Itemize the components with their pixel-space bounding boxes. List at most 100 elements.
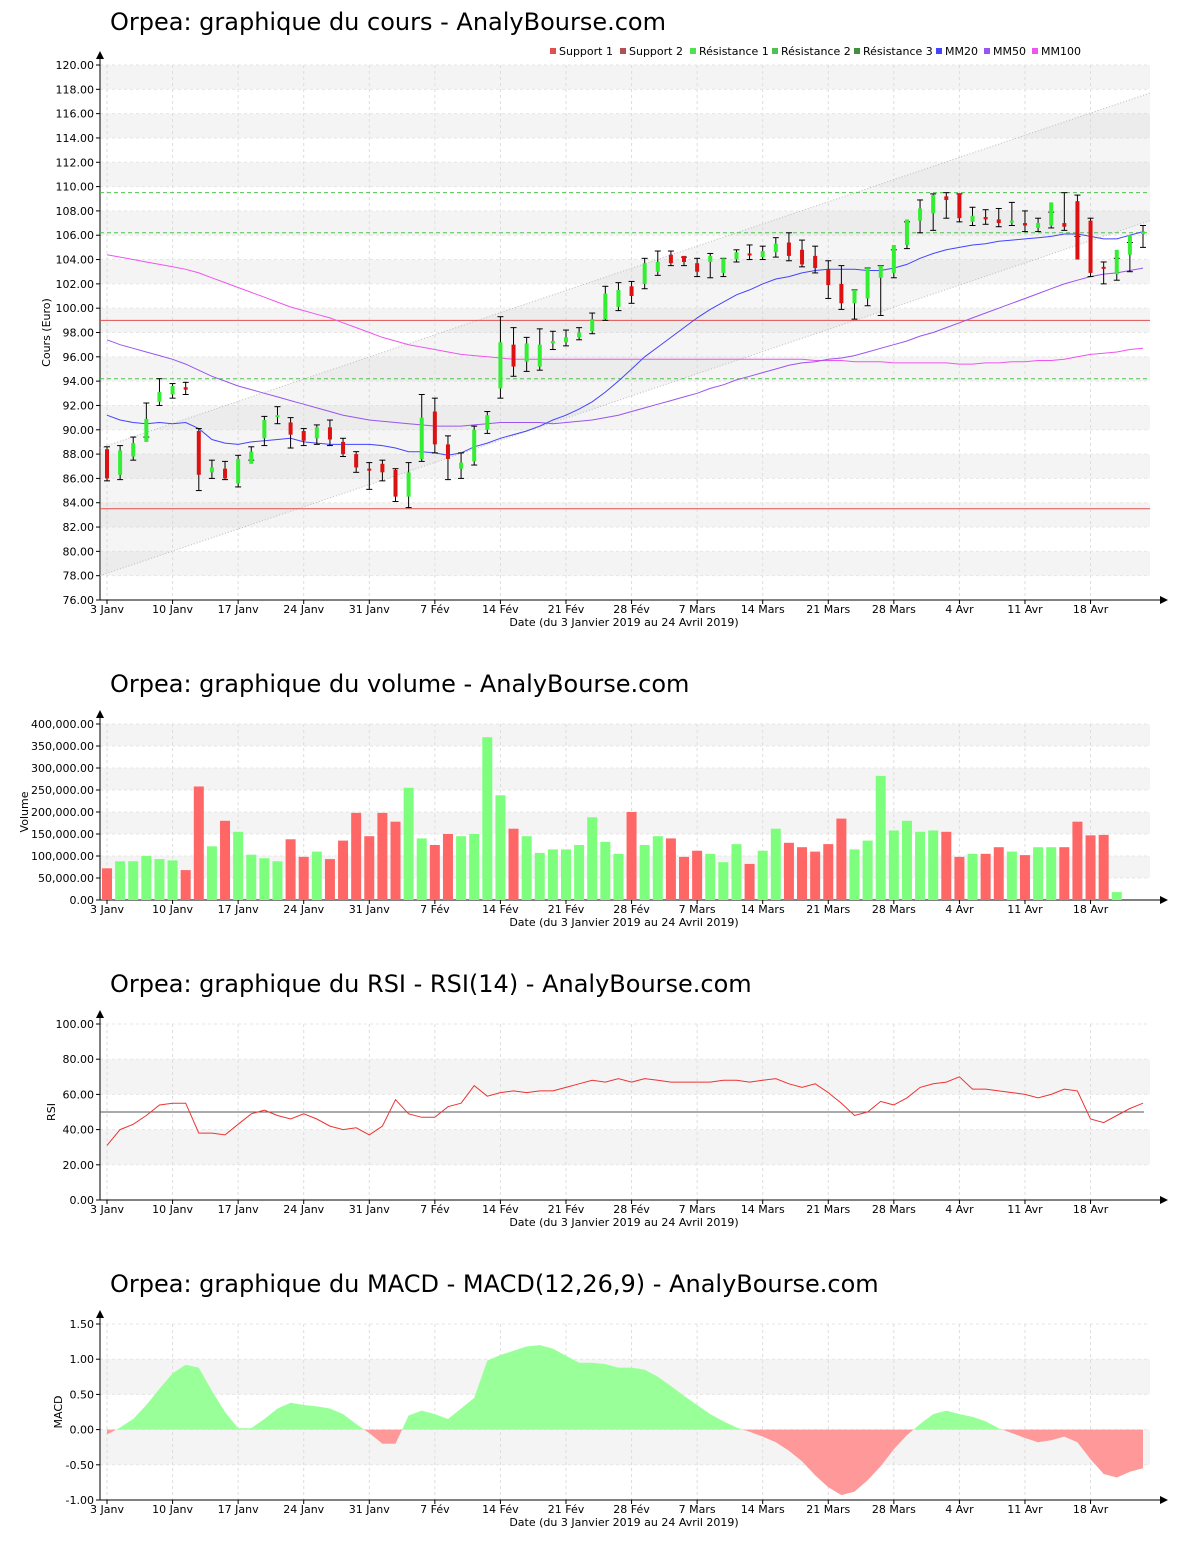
macd-positive-area [107,1345,1143,1430]
volume-bar [941,831,952,900]
y-tick-label: 88.00 [63,448,95,461]
rsi-panel: Orpea: graphique du RSI - RSI(14) - Anal… [0,970,1200,1240]
x-tick-label: 11 Avr [1007,1203,1043,1216]
candle-body [826,269,831,286]
candle-body [262,420,267,439]
volume-bar [403,787,414,900]
x-axis-label: Date (du 3 Janvier 2019 au 24 Avril 2019… [509,1216,738,1229]
x-tick-label: 24 Janv [283,903,324,916]
volume-bar [928,830,939,900]
volume-bar [1059,847,1070,900]
volume-bar [521,836,532,900]
candle-body [721,258,726,273]
x-tick-label: 10 Janv [152,1203,193,1216]
x-tick-label: 21 Mars [806,903,850,916]
x-tick-label: 7 Fév [420,903,450,916]
x-tick-label: 14 Mars [741,1203,785,1216]
volume-bar [744,863,755,900]
volume-bar [770,828,781,900]
mm20-line [106,231,1144,456]
volume-bar [390,821,401,900]
y-tick-label: 108.00 [56,205,95,218]
y-tick-label: 250,000.00 [31,784,94,797]
candle-body [131,443,136,457]
x-tick-label: 7 Mars [679,1203,716,1216]
legend-label: Support 1 [559,45,613,58]
grid-band [100,551,1150,576]
x-tick-label: 4 Avr [945,903,974,916]
y-tick-label: 100.00 [56,302,95,315]
y-tick-label: 110.00 [56,181,95,194]
candle-body [629,286,634,297]
candle-body [603,293,608,320]
x-tick-label: 18 Avr [1073,1203,1109,1216]
volume-bar [416,838,427,900]
volume-bar [1111,892,1122,900]
volume-bar [560,849,571,900]
volume-bar [1072,821,1083,900]
volume-chart: 0.00 50,000.00 100,000.00 150,000.00 200,000… [18,710,1168,929]
volume-bar [836,818,847,900]
candle-body [996,219,1001,224]
x-tick-label: 28 Fév [613,1203,650,1216]
volume-bar [1085,835,1096,900]
volume-bar [626,812,637,900]
grid-band [100,1429,1150,1465]
grid-band [100,259,1150,284]
x-tick-label: 10 Janv [152,903,193,916]
volume-bar [246,854,257,900]
y-tick-label: 102.00 [56,278,95,291]
volume-bar [141,856,152,900]
volume-bar [823,844,834,900]
volume-bar [442,834,453,900]
volume-bar [167,860,178,900]
y-tick-label: 90.00 [63,424,95,437]
y-tick-label: 78.00 [63,570,95,583]
volume-bar [1006,851,1017,900]
y-tick-label: 0.00 [70,894,95,907]
candle-body [157,392,162,402]
y-axis-label: Volume [18,791,31,832]
volume-bar [206,846,217,900]
volume-bar [652,836,663,900]
candle-body [118,450,123,475]
y-axis-arrow [96,1310,104,1318]
y-tick-label: 120.00 [56,59,95,72]
candle-body [1088,220,1093,273]
x-tick-label: 4 Avr [945,1203,974,1216]
chart-title: Orpea: graphique du cours - AnalyBourse.… [110,8,666,36]
candle-body [747,253,752,256]
candle-body [865,268,870,299]
legend-swatch [984,48,990,54]
volume-bar [298,856,309,900]
grid-band [100,812,1150,834]
volume-bar [849,849,860,900]
x-tick-label: 3 Janv [90,603,124,616]
volume-bar [495,795,506,900]
mm100-line [106,254,1144,365]
candle-body [393,469,398,497]
x-tick-label: 21 Fév [548,903,585,916]
y-tick-label: 0.00 [70,1194,95,1207]
y-axis-arrow [96,710,104,718]
legend-label: MM20 [945,45,978,58]
rsi-chart: 0.00 20.00 40.00 60.00 80.00 100.00 3 Janv 10 J… [45,1010,1168,1229]
candle-body [144,418,149,442]
y-tick-label: 92.00 [63,399,95,412]
legend-swatch [550,48,556,54]
volume-bar [915,831,926,900]
volume-bar [534,852,545,900]
volume-bar [901,820,912,900]
y-tick-label: 100.00 [56,1018,95,1031]
y-tick-label: 50,000.00 [38,872,94,885]
volume-bar [718,862,729,900]
x-tick-label: 7 Fév [420,603,450,616]
volume-bar [1046,847,1057,900]
x-tick-label: 28 Fév [613,603,650,616]
volume-bar [364,836,375,900]
volume-bar [967,853,978,900]
y-tick-label: 114.00 [56,132,95,145]
volume-bar [115,861,126,900]
y-tick-label: 350,000.00 [31,740,94,753]
mm50-line [106,267,1144,427]
